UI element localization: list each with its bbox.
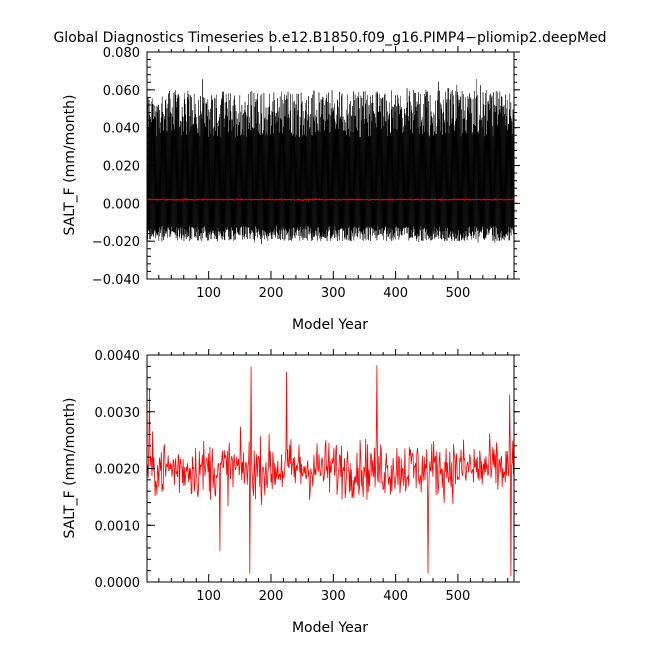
y-tick-label: 0.080 [103,46,140,61]
y-tick-label: 0.060 [103,84,140,99]
y-tick-label: −0.020 [92,235,140,250]
x-tick-label: 500 [446,589,471,604]
x-tick-label: 300 [321,589,346,604]
y-tick-label: 0.0010 [95,519,141,534]
x-tick-label: 300 [321,286,346,301]
y-tick-label: 0.020 [103,160,140,175]
y-tick-label: 0.040 [103,122,140,137]
bottom-panel: 100 200 300 400 500 0.0000 0.0010 0.0020 0.0030 0… [62,349,520,636]
x-tick-label: 200 [259,286,284,301]
x-tick-label: 400 [383,286,408,301]
x-axis-label: Model Year [292,620,368,636]
y-tick-label: 0.0020 [95,463,141,478]
y-tick-label: −0.040 [92,273,140,288]
y-tick-label: 0.0040 [95,349,141,364]
annual-series-line [146,197,515,202]
top-panel: 100 200 300 400 500 −0.040 −0.020 0.000 0.020 0.0… [62,46,520,333]
y-tick-label: 0.000 [103,197,140,212]
y-tick-label: 0.0000 [95,576,141,591]
x-tick-label: 100 [196,589,221,604]
x-tick-label: 400 [383,589,408,604]
y-axis-label: SALT_F (mm/month) [62,397,78,538]
annual-series-line [146,365,515,577]
y-tick-label: 0.0030 [95,406,141,421]
x-tick-label: 200 [259,589,284,604]
y-axis-label: SALT_F (mm/month) [62,94,78,235]
figure-title: Global Diagnostics Timeseries b.e12.B185… [53,30,606,46]
x-axis-label: Model Year [292,317,368,333]
monthly-series-line [146,79,515,245]
x-tick-label: 500 [446,286,471,301]
x-tick-label: 100 [196,286,221,301]
